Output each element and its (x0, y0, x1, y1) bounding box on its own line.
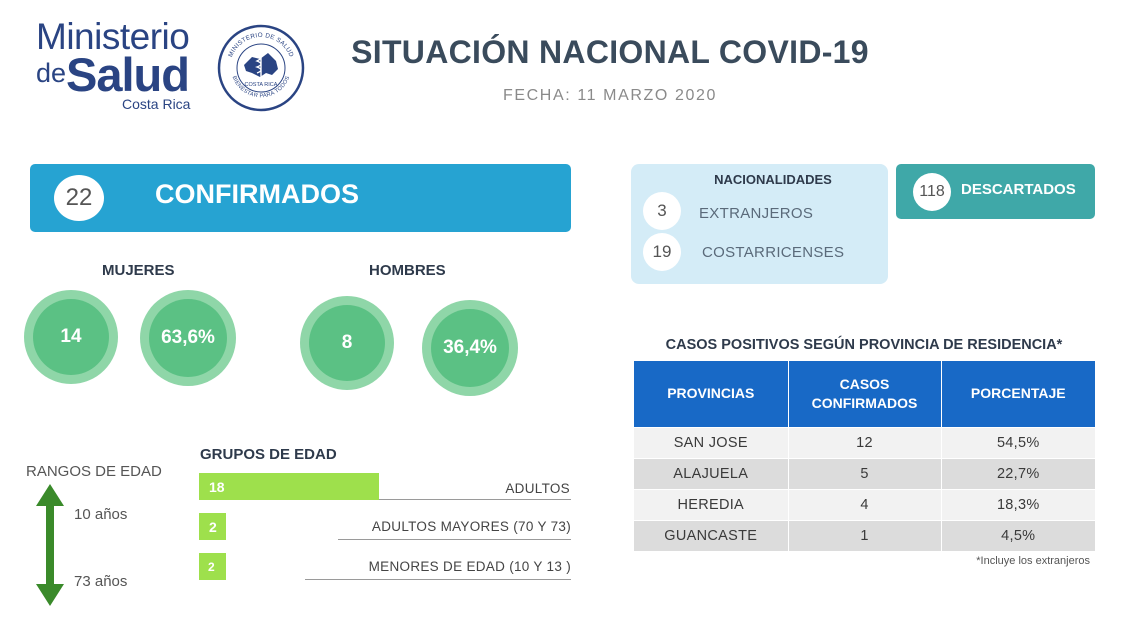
costa-ricans-count: 19 (643, 233, 681, 271)
table-row: ALAJUELA 5 22,7% (634, 457, 1095, 489)
adults-bar: 18 (199, 473, 379, 500)
confirmed-count: 22 (54, 175, 104, 221)
logo-line-3: Costa Rica (122, 96, 191, 112)
adults-label: ADULTOS (505, 481, 570, 496)
seniors-label: ADULTOS MAYORES (70 Y 73) (371, 519, 571, 534)
logo-line-2b: Salud (66, 48, 190, 101)
province-table: PROVINCIAS CASOS CONFIRMADOS PORCENTAJE … (634, 361, 1095, 551)
seal-mid-text: COSTA RICA (245, 82, 278, 88)
province-name: HEREDIA (634, 488, 789, 520)
province-percent: 22,7% (941, 457, 1095, 489)
foreigners-label: EXTRANJEROS (699, 205, 814, 222)
province-percent: 18,3% (941, 488, 1095, 520)
women-percent: 63,6% (149, 299, 227, 377)
age-range-title: RANGOS DE EDAD (26, 463, 162, 480)
province-name: ALAJUELA (634, 457, 789, 489)
header-confirmed-cases: CASOS CONFIRMADOS (788, 361, 942, 427)
divider (338, 539, 571, 540)
women-count: 14 (33, 299, 109, 375)
province-table-title: CASOS POSITIVOS SEGÚN PROVINCIA DE RESID… (665, 337, 1063, 353)
discarded-label: DESCARTADOS (961, 181, 1076, 198)
foreigners-count: 3 (643, 192, 681, 230)
men-count: 8 (309, 305, 385, 381)
costa-ricans-label: COSTARRICENSES (702, 244, 845, 261)
double-arrow-icon (36, 484, 64, 606)
table-row: SAN JOSE 12 54,5% (634, 426, 1095, 458)
page-title: SITUACIÓN NACIONAL COVID-19 (351, 34, 869, 70)
province-percent: 54,5% (941, 426, 1095, 458)
confirmed-panel (30, 164, 571, 232)
women-label: MUJERES (102, 262, 175, 279)
nationalities-title: NACIONALIDADES (714, 172, 832, 187)
province-name: GUANCASTE (634, 519, 789, 551)
header-percentage: PORCENTAJE (941, 361, 1095, 427)
province-name: SAN JOSE (634, 426, 789, 458)
ministry-seal-icon: MINISTERIO DE SALUD BIENESTAR PARA TODOS… (217, 24, 305, 112)
seniors-bar: 2 (199, 513, 226, 540)
men-label: HOMBRES (369, 262, 446, 279)
province-percent: 4,5% (941, 519, 1095, 551)
minors-label: MENORES DE EDAD (10 Y 13 ) (368, 559, 571, 574)
women-percent-ring: 63,6% (140, 290, 236, 386)
confirmed-label: CONFIRMADOS (155, 179, 359, 209)
header-provinces: PROVINCIAS (634, 361, 789, 427)
logo-line-2a: de (36, 58, 67, 88)
table-footnote: *Incluye los extranjeros (976, 555, 1090, 567)
minors-bar: 2 (199, 553, 226, 580)
age-groups-title: GRUPOS DE EDAD (200, 446, 337, 463)
men-percent-ring: 36,4% (422, 300, 518, 396)
province-cases: 12 (788, 426, 942, 458)
men-percent: 36,4% (431, 309, 509, 387)
logo-line-1: Ministerio (36, 16, 190, 57)
men-count-ring: 8 (300, 296, 394, 390)
province-cases: 1 (788, 519, 942, 551)
divider (305, 579, 571, 580)
table-row: GUANCASTE 1 4,5% (634, 519, 1095, 551)
report-date: FECHA: 11 MARZO 2020 (503, 87, 717, 104)
divider (379, 499, 571, 500)
age-range-max: 73 años (74, 573, 128, 590)
province-cases: 5 (788, 457, 942, 489)
province-cases: 4 (788, 488, 942, 520)
table-row: HEREDIA 4 18,3% (634, 488, 1095, 520)
age-range-min: 10 años (74, 506, 128, 523)
women-count-ring: 14 (24, 290, 118, 384)
discarded-count: 118 (913, 173, 951, 211)
